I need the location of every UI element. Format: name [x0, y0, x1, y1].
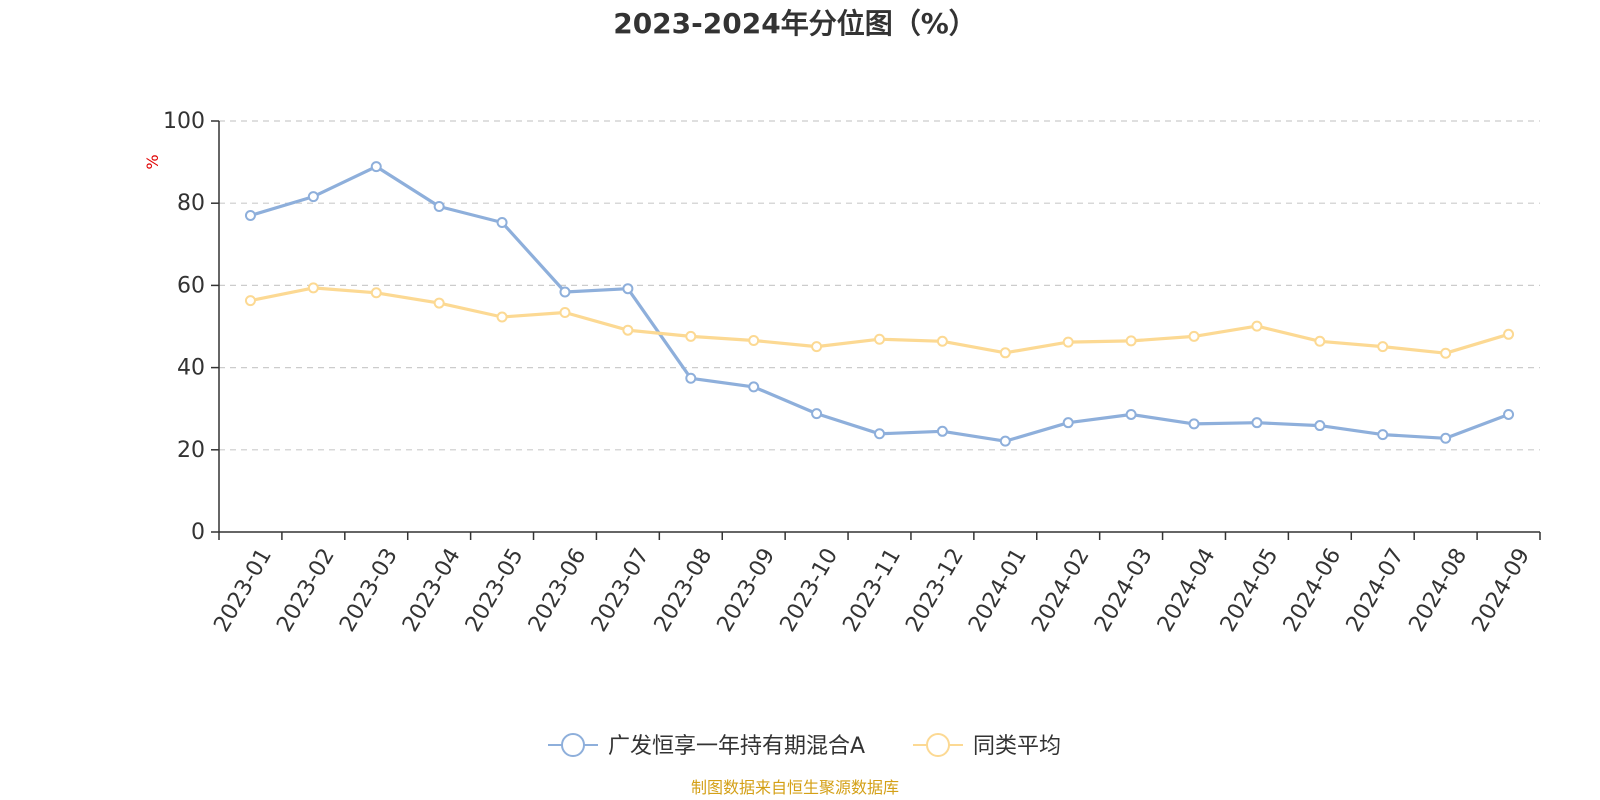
data-point[interactable]	[1251, 320, 1263, 332]
data-point[interactable]	[811, 408, 823, 420]
data-point[interactable]	[936, 425, 948, 437]
y-tick-label: 0	[191, 520, 205, 545]
source-note: 制图数据来自恒生聚源数据库	[691, 778, 899, 797]
x-tick-label: 2024-09	[1467, 544, 1535, 636]
x-tick-label: 2024-07	[1342, 544, 1410, 636]
data-point[interactable]	[1125, 408, 1137, 420]
y-tick-label: 60	[177, 273, 205, 298]
data-point[interactable]	[496, 217, 508, 229]
y-tick-label: 40	[177, 356, 205, 381]
data-point[interactable]	[1503, 408, 1515, 420]
x-tick-label: 2024-05	[1216, 544, 1284, 636]
x-tick-label: 2023-03	[335, 544, 403, 636]
chart-title: 2023-2024年分位图（%）	[613, 7, 977, 40]
data-point[interactable]	[685, 330, 697, 342]
data-point[interactable]	[1314, 420, 1326, 432]
data-point[interactable]	[496, 311, 508, 323]
legend-label: 广发恒享一年持有期混合A	[608, 734, 865, 759]
data-point[interactable]	[433, 200, 445, 212]
data-point[interactable]	[370, 287, 382, 299]
data-point[interactable]	[559, 307, 571, 319]
data-point[interactable]	[307, 191, 319, 203]
x-tick-label: 2023-07	[587, 544, 655, 636]
data-point[interactable]	[1377, 429, 1389, 441]
data-point[interactable]	[1440, 347, 1452, 359]
legend-item-1[interactable]: 广发恒享一年持有期混合A	[548, 733, 865, 759]
data-point[interactable]	[1188, 418, 1200, 430]
data-point[interactable]	[1062, 417, 1074, 429]
axes: 0 20 40 60 80 100 2023-012023-022023-032023-04…	[163, 109, 1541, 636]
x-tick-label: 2023-06	[524, 544, 592, 636]
data-point[interactable]	[1377, 341, 1389, 353]
data-point[interactable]	[622, 283, 634, 295]
legend-label: 同类平均	[973, 734, 1061, 759]
data-point[interactable]	[874, 428, 885, 440]
data-point[interactable]	[1062, 336, 1074, 348]
data-point[interactable]	[1251, 417, 1263, 429]
legend-circle-marker	[561, 733, 585, 757]
x-tick-label: 2024-02	[1027, 544, 1095, 636]
data-point[interactable]	[936, 335, 948, 347]
data-point[interactable]	[1125, 335, 1137, 347]
data-point[interactable]	[433, 297, 445, 309]
y-axis-unit-label: %	[143, 154, 162, 169]
data-point[interactable]	[370, 161, 382, 173]
data-point[interactable]	[748, 381, 760, 393]
legend-item-2[interactable]: 同类平均	[913, 733, 1061, 759]
x-tick-label: 2023-01	[209, 544, 277, 636]
data-point[interactable]	[1503, 328, 1515, 340]
x-tick-label: 2024-04	[1153, 544, 1221, 636]
data-point[interactable]	[685, 372, 697, 384]
x-tick-label: 2024-06	[1279, 544, 1347, 636]
x-tick-label: 2023-09	[713, 544, 781, 636]
legend-circle-marker	[926, 733, 950, 757]
x-tick-label: 2023-10	[776, 544, 844, 636]
x-tick-label: 2024-03	[1090, 544, 1158, 636]
data-point[interactable]	[559, 286, 571, 298]
x-tick-label: 2024-01	[964, 544, 1032, 636]
series-layer	[244, 161, 1515, 447]
x-tick-label: 2023-12	[901, 544, 969, 636]
data-point[interactable]	[244, 295, 256, 307]
data-point[interactable]	[622, 324, 634, 336]
data-point[interactable]	[1188, 330, 1200, 342]
x-tick-label: 2024-08	[1405, 544, 1473, 636]
data-point[interactable]	[1440, 432, 1452, 444]
x-tick-label: 2023-02	[272, 544, 340, 636]
data-point[interactable]	[1314, 335, 1326, 347]
x-tick-label: 2023-05	[461, 544, 529, 636]
legend[interactable]: 广发恒享一年持有期混合A 同类平均	[548, 733, 1061, 759]
data-point[interactable]	[874, 333, 885, 345]
data-point[interactable]	[999, 435, 1011, 447]
data-point[interactable]	[999, 347, 1011, 359]
y-tick-label: 20	[177, 438, 205, 463]
data-point[interactable]	[811, 341, 823, 353]
data-point[interactable]	[748, 334, 760, 346]
y-tick-label: 100	[163, 109, 205, 134]
x-tick-label: 2023-08	[650, 544, 718, 636]
x-tick-label: 2023-04	[398, 544, 466, 636]
grid-lines	[219, 120, 1540, 451]
data-point[interactable]	[244, 210, 256, 222]
data-point[interactable]	[307, 282, 319, 294]
y-tick-label: 80	[177, 191, 205, 216]
x-tick-label: 2023-11	[838, 544, 906, 636]
